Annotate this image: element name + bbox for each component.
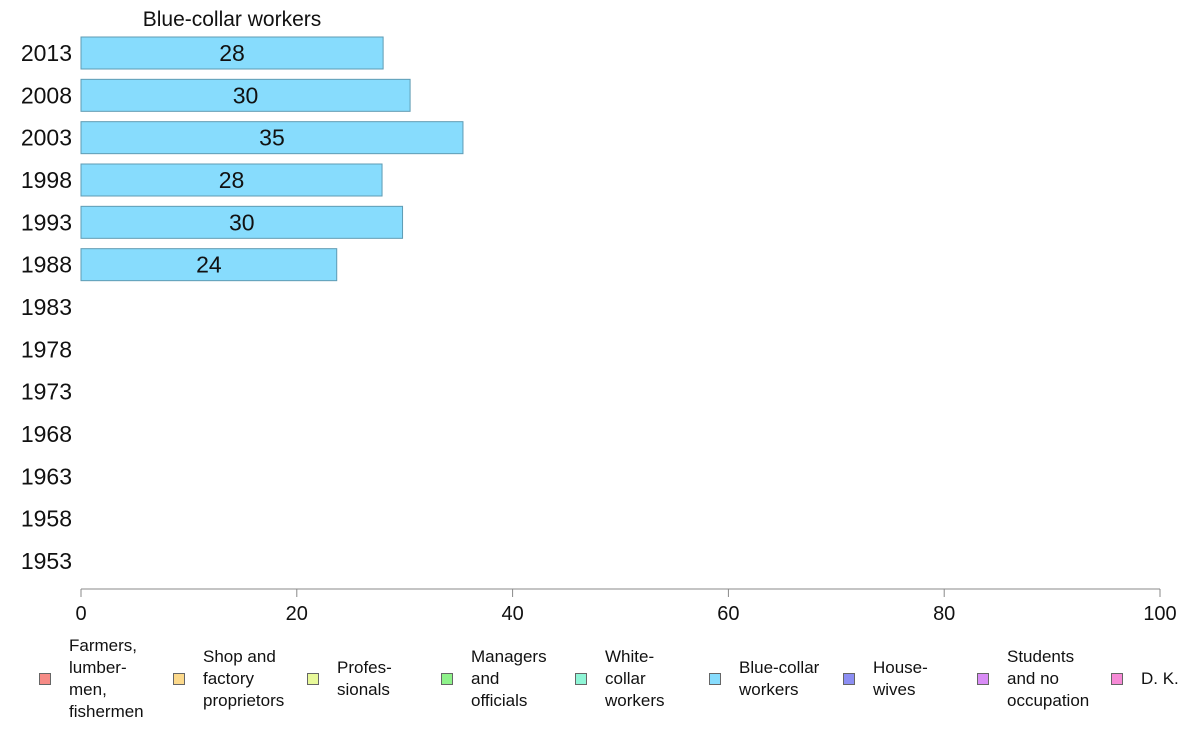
legend-swatch xyxy=(843,673,855,685)
legend: Farmers, lumber- men, fishermen Shop and … xyxy=(0,636,1188,736)
chart-title: Blue-collar workers xyxy=(143,8,322,31)
legend-item: Shop and factory proprietors xyxy=(173,646,284,712)
legend-swatch xyxy=(977,673,989,685)
x-tick-label: 40 xyxy=(501,603,523,625)
category-label: 1998 xyxy=(21,167,72,193)
legend-item: Blue-collar workers xyxy=(709,657,819,701)
legend-label: Profes- sionals xyxy=(337,658,392,699)
legend-item: Students and no occupation xyxy=(977,646,1089,712)
plot-area: 2013 2008 2003 1998 1993 1988 1983 1978 1973 1968… xyxy=(21,36,1177,625)
legend-swatch xyxy=(1111,673,1123,685)
bar xyxy=(80,78,411,112)
x-tick-label: 80 xyxy=(933,603,955,625)
bar xyxy=(80,121,464,155)
legend-swatch xyxy=(441,673,453,685)
category-label: 1983 xyxy=(21,294,72,320)
data-label: 30 xyxy=(233,82,259,108)
category-label: 1963 xyxy=(21,463,72,489)
legend-label: Blue-collar workers xyxy=(739,658,820,699)
legend-swatch xyxy=(307,673,319,685)
legend-item: D. K. xyxy=(1111,668,1179,690)
legend-item: White- collar workers xyxy=(575,646,665,712)
bar-chart: Blue-collar workers 2013 2008 2003 1998 1993… xyxy=(21,8,1177,625)
legend-swatch xyxy=(709,673,721,685)
bar xyxy=(80,36,384,70)
category-label: 1993 xyxy=(21,209,72,235)
bar xyxy=(80,163,383,197)
x-tick-label: 20 xyxy=(286,603,308,625)
legend-item: Farmers, lumber- men, fishermen xyxy=(39,635,144,723)
legend-label: House- wives xyxy=(873,658,928,699)
data-label: 28 xyxy=(219,167,245,193)
legend-label: Farmers, lumber- men, fishermen xyxy=(69,636,144,721)
data-label: 28 xyxy=(219,40,245,66)
category-label: 1978 xyxy=(21,336,72,362)
data-label: 24 xyxy=(196,252,222,278)
legend-label: White- collar workers xyxy=(605,647,665,710)
category-label: 1988 xyxy=(21,252,72,278)
legend-swatch xyxy=(39,673,51,685)
category-label: 1973 xyxy=(21,379,72,405)
data-label: 35 xyxy=(259,125,285,151)
category-label: 2013 xyxy=(21,40,72,66)
legend-swatch xyxy=(173,673,185,685)
legend-item: House- wives xyxy=(843,657,928,701)
x-tick-label: 100 xyxy=(1143,603,1176,625)
legend-item: Managers and officials xyxy=(441,646,547,712)
bar xyxy=(80,205,404,239)
legend-label: Managers and officials xyxy=(471,647,547,710)
category-label: 1958 xyxy=(21,506,72,532)
legend-label: Students and no occupation xyxy=(1007,647,1090,710)
category-label: 2003 xyxy=(21,125,72,151)
x-tick-label: 60 xyxy=(717,603,739,625)
x-tick-label: 0 xyxy=(75,603,86,625)
category-label: 1953 xyxy=(21,548,72,574)
legend-label: D. K. xyxy=(1141,669,1179,688)
legend-label: Shop and factory proprietors xyxy=(203,647,285,710)
legend-swatch xyxy=(575,673,587,685)
data-label: 30 xyxy=(229,209,255,235)
category-label: 2008 xyxy=(21,82,72,108)
legend-item: Profes- sionals xyxy=(307,657,392,701)
bar xyxy=(80,248,338,282)
category-label: 1968 xyxy=(21,421,72,447)
